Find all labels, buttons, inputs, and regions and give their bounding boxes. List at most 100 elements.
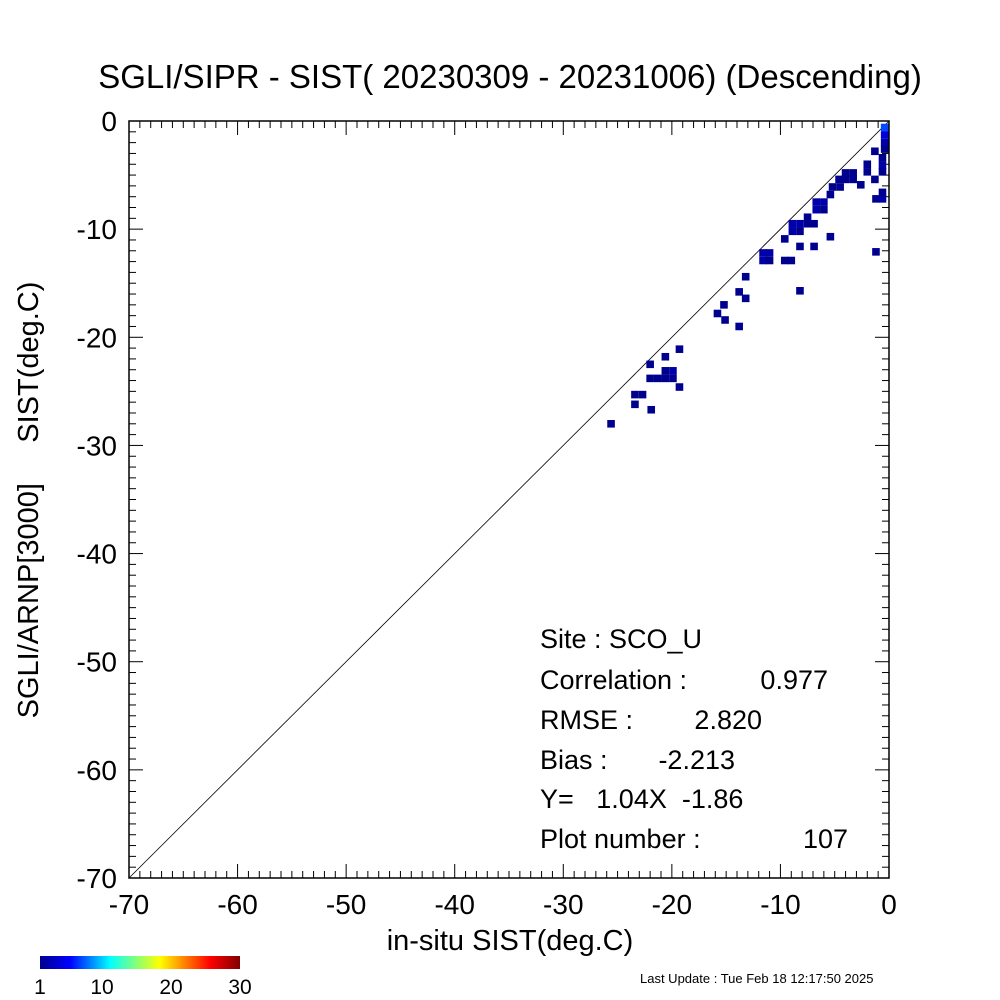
density-cell	[826, 190, 835, 199]
colorbar: 1 10 20 30	[34, 956, 252, 999]
density-cell	[721, 316, 729, 324]
density-cell	[765, 256, 774, 265]
plot-frame	[128, 120, 890, 879]
density-cell	[741, 272, 750, 281]
regression-equation: Y= 1.04X -1.86	[540, 784, 743, 814]
x-tick-label: -70	[109, 889, 149, 920]
density-cell	[812, 205, 821, 214]
density-cell	[826, 232, 835, 241]
density-cell	[803, 213, 812, 222]
density-cell	[675, 345, 684, 353]
density-cell	[820, 205, 828, 214]
density-cell	[780, 256, 789, 265]
density-cell	[765, 249, 774, 257]
x-tick-label: -30	[543, 889, 583, 920]
colorbar-tick-label: 10	[90, 976, 113, 999]
density-cell	[841, 175, 850, 184]
density-cell	[788, 219, 797, 228]
colorbar-gradient	[40, 956, 240, 969]
colorbar-tick-label: 30	[228, 976, 251, 999]
x-tick-label: -40	[434, 889, 474, 920]
bias-label: Bias :	[540, 745, 608, 775]
density-cell	[878, 195, 887, 203]
correlation-label: Correlation :	[540, 665, 687, 695]
chart-title: SGLI/SIPR - SIST( 20230309 - 20231006) (…	[98, 58, 922, 95]
density-cell	[878, 153, 887, 162]
x-tick-label: -20	[652, 889, 692, 920]
density-cell	[863, 168, 872, 176]
density-cell	[669, 367, 677, 375]
density-cell	[880, 131, 889, 139]
x-tick-labels: -70 -60 -50 -40 -30 -20 -10 0	[109, 889, 897, 920]
density-cell	[788, 227, 797, 236]
x-tick-label: -10	[760, 889, 800, 920]
density-cell	[878, 188, 887, 197]
density-cell	[675, 383, 684, 391]
last-update-text: Last Update : Tue Feb 18 12:17:50 2025	[640, 971, 873, 986]
density-cell	[646, 360, 654, 369]
density-cell	[849, 175, 857, 184]
density-cell	[835, 175, 843, 184]
colorbar-tick-label: 20	[159, 976, 182, 999]
density-cell	[878, 168, 887, 176]
y-tick-label: -70	[77, 863, 117, 894]
y-tick-label: 0	[101, 106, 117, 137]
x-tick-label: -60	[217, 889, 257, 920]
density-cells	[607, 123, 889, 428]
y-axis-label: SGLI/ARNP[3000] SIST(deg.C)	[13, 282, 45, 719]
density-cell	[849, 169, 857, 177]
density-cell	[780, 235, 789, 243]
y-tick-label: -10	[77, 214, 117, 245]
y-tick-label: -40	[77, 539, 117, 570]
density-cell	[759, 256, 767, 265]
density-cell	[607, 420, 615, 428]
y-tick-label: -30	[77, 430, 117, 461]
one-to-one-line	[128, 120, 890, 879]
y-tick-label: -60	[77, 755, 117, 786]
density-cell	[720, 301, 728, 309]
density-cell	[759, 249, 767, 257]
density-cell	[735, 288, 743, 296]
plot-number-label: Plot number :	[540, 824, 701, 854]
density-cell	[787, 256, 796, 265]
density-cell	[661, 367, 670, 375]
density-cell	[661, 374, 670, 383]
density-cell	[871, 175, 879, 184]
density-cell	[841, 169, 850, 177]
density-cell	[646, 374, 654, 383]
stats-box: Site : SCO_U Correlation : 0.977 RMSE : …	[540, 624, 848, 854]
colorbar-tick-label: 1	[34, 976, 46, 999]
density-cell	[810, 219, 818, 228]
density-cell	[828, 183, 837, 191]
density-cell	[735, 322, 743, 331]
y-tick-label: -50	[77, 647, 117, 678]
density-cell	[796, 242, 804, 251]
density-cell	[871, 147, 879, 156]
density-cell	[647, 405, 656, 414]
density-cell	[741, 294, 750, 303]
plot-number-value: 107	[803, 824, 848, 854]
density-cell	[653, 374, 662, 383]
density-cell	[836, 183, 844, 191]
density-cell	[880, 123, 889, 132]
density-cell	[812, 198, 821, 206]
rmse-label: RMSE :	[540, 705, 633, 735]
density-cell	[796, 227, 804, 236]
density-cell	[872, 248, 880, 256]
y-tick-labels: 0 -10 -20 -30 -40 -50 -60 -70	[77, 106, 117, 894]
density-cell	[796, 219, 804, 228]
density-cell	[872, 195, 880, 203]
density-cell	[631, 390, 639, 399]
density-cell	[669, 374, 677, 383]
rmse-value: 2.820	[694, 705, 762, 735]
density-cell	[661, 352, 670, 361]
density-cell	[856, 181, 865, 189]
density-cell	[878, 161, 887, 170]
density-cell	[631, 400, 639, 409]
density-cell	[713, 309, 722, 318]
density-cell	[880, 145, 889, 153]
density-cell	[796, 286, 804, 295]
x-tick-label: 0	[881, 889, 897, 920]
density-cell	[820, 198, 828, 206]
